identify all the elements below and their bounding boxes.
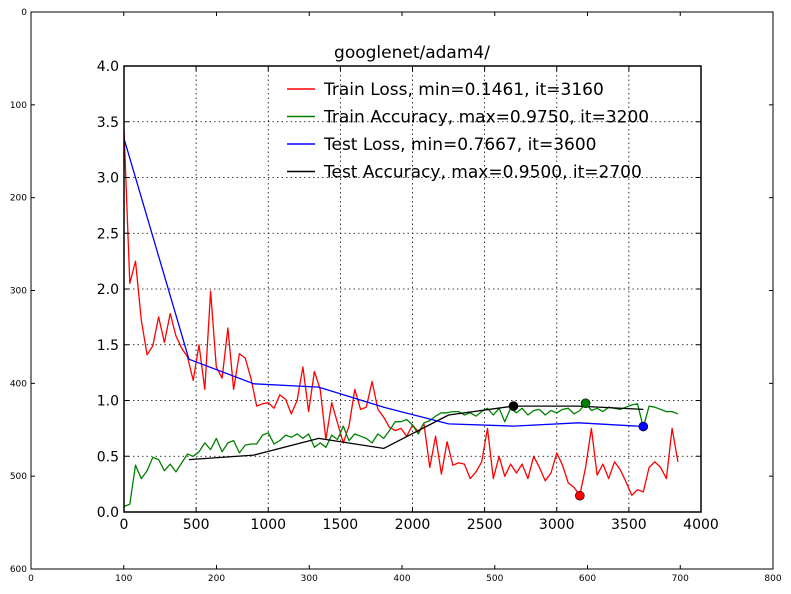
x-tick-label: 4000 — [683, 517, 719, 533]
x-tick-label: 0 — [120, 517, 129, 533]
x-tick-label: 1000 — [250, 517, 286, 533]
x-tick-label: 2000 — [395, 517, 431, 533]
outer-x-tick-label: 400 — [393, 574, 410, 584]
x-tick-label: 1500 — [323, 517, 359, 533]
outer-x-tick-label: 800 — [764, 574, 781, 584]
y-tick-label: 2.0 — [97, 282, 119, 298]
outer-y-tick-label: 500 — [10, 472, 27, 482]
outer-x-tick-label: 0 — [28, 574, 34, 584]
extreme-marker-0 — [575, 490, 585, 501]
outer-y-tick-label: 600 — [10, 565, 27, 575]
series-line-2 — [123, 138, 644, 428]
y-tick-label: 1.0 — [97, 394, 119, 410]
y-tick-label: 2.5 — [97, 226, 119, 242]
outer-y-tick-label: 100 — [10, 101, 27, 111]
outer-x-tick-label: 600 — [579, 574, 596, 584]
y-tick-label: 0.0 — [97, 505, 119, 521]
outer-x-tick-label: 500 — [486, 574, 503, 584]
extreme-marker-2 — [638, 421, 649, 432]
y-tick-label: 3.5 — [97, 115, 119, 131]
outer-x-tick-label: 200 — [208, 574, 225, 584]
x-tick-label: 3500 — [611, 517, 647, 533]
x-tick-label: 3000 — [539, 517, 575, 533]
outer-x-tick-label: 100 — [115, 574, 132, 584]
chart-title: googlenet/adam4/ — [334, 43, 490, 63]
legend: Train Loss, min=0.1461, it=3160 Train Acc… — [287, 80, 649, 183]
x-tick-label: 2500 — [467, 517, 503, 533]
extreme-marker-1 — [580, 398, 591, 409]
x-axis-tick-group: 0 500 1000 1500 2000 2500 3000 3500 4000 — [120, 66, 719, 533]
outer-x-tick-label: 700 — [672, 574, 689, 584]
outer-y-tick-label: 0 — [21, 8, 27, 18]
outer-y-tick-label: 200 — [10, 194, 27, 204]
x-tick-label: 500 — [183, 517, 210, 533]
extreme-marker-3 — [508, 401, 519, 411]
y-tick-label: 3.0 — [97, 171, 119, 187]
y-tick-label: 1.5 — [97, 338, 119, 354]
outer-x-tick-label: 300 — [301, 574, 318, 584]
y-tick-label: 4.0 — [97, 59, 119, 75]
legend-label: Train Loss, min=0.1461, it=3160 — [323, 80, 604, 100]
outer-x-tick-group: 0 100 200 300 400 500 600 700 800 — [28, 12, 782, 584]
y-tick-label: 0.5 — [97, 449, 119, 465]
legend-label: Test Accuracy, max=0.9500, it=2700 — [323, 163, 642, 183]
y-axis-tick-group: 0.0 0.5 1.0 1.5 2.0 2.5 3.0 3.5 4.0 — [97, 59, 701, 521]
series-line-0 — [123, 129, 679, 496]
outer-y-tick-group: 0 100 200 300 400 500 600 — [10, 8, 773, 575]
marker-group — [508, 398, 649, 501]
series-line-3 — [188, 405, 644, 461]
legend-label: Train Accuracy, max=0.9750, it=3200 — [323, 108, 649, 128]
outer-y-tick-label: 300 — [10, 287, 27, 297]
legend-label: Test Loss, min=0.7667, it=3600 — [323, 135, 596, 155]
outer-y-tick-label: 400 — [10, 379, 27, 389]
